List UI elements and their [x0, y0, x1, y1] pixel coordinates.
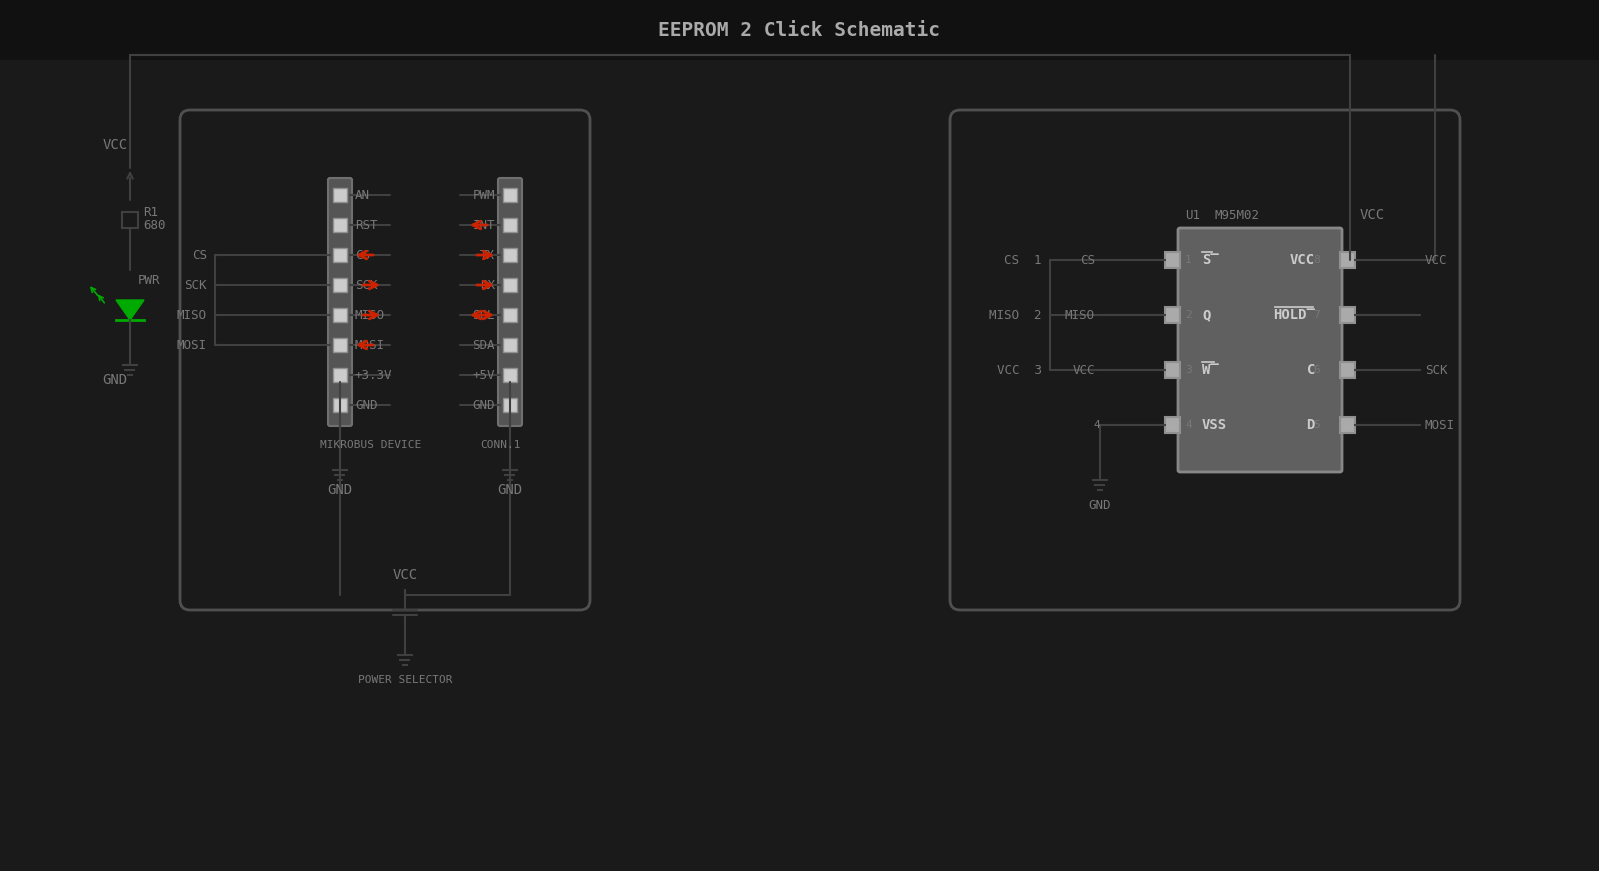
Text: CS: CS: [355, 248, 369, 261]
Text: CS: CS: [192, 248, 206, 261]
Text: U1: U1: [1185, 208, 1199, 221]
FancyBboxPatch shape: [328, 178, 352, 426]
Text: 4: 4: [1185, 420, 1191, 430]
Text: VSS: VSS: [1202, 418, 1226, 432]
Text: MIKROBUS DEVICE: MIKROBUS DEVICE: [320, 440, 421, 450]
Text: MISO: MISO: [355, 308, 385, 321]
Text: VCC: VCC: [1425, 253, 1447, 267]
Text: 6: 6: [1313, 365, 1321, 375]
Text: CS  1: CS 1: [1004, 253, 1043, 267]
Text: HOLD̅: HOLD̅: [1273, 308, 1314, 322]
Bar: [333, 248, 347, 262]
Text: SCK: SCK: [184, 279, 206, 292]
Bar: [504, 308, 516, 322]
Text: S̅: S̅: [1202, 253, 1218, 267]
Text: VCC: VCC: [1073, 363, 1095, 376]
Text: GND: GND: [102, 373, 128, 387]
Text: INT: INT: [472, 219, 496, 232]
Text: Q: Q: [1202, 308, 1210, 322]
Bar: [333, 188, 347, 202]
Text: RX: RX: [480, 279, 496, 292]
Text: SCL: SCL: [472, 308, 496, 321]
Text: M95M02: M95M02: [1215, 208, 1260, 221]
Bar: [504, 368, 516, 382]
Text: GND: GND: [1089, 498, 1111, 511]
Text: PWM: PWM: [472, 188, 496, 201]
Text: VCC: VCC: [102, 138, 128, 152]
FancyBboxPatch shape: [1178, 228, 1342, 472]
Text: R1: R1: [142, 206, 158, 219]
Text: GND: GND: [355, 399, 377, 411]
Text: MOSI: MOSI: [1425, 418, 1455, 431]
Text: GND: GND: [497, 483, 523, 497]
Text: RST: RST: [355, 219, 377, 232]
Polygon shape: [117, 300, 144, 320]
Text: MISO  2: MISO 2: [990, 308, 1043, 321]
Text: 7: 7: [1313, 310, 1321, 320]
Bar: [504, 188, 516, 202]
Bar: [122, 212, 138, 228]
Bar: [1166, 417, 1180, 433]
Bar: [333, 278, 347, 292]
Bar: [333, 308, 347, 322]
Text: +5V: +5V: [472, 368, 496, 381]
Text: VCC: VCC: [1290, 253, 1314, 267]
Text: VCC: VCC: [1361, 208, 1385, 222]
Bar: [1340, 307, 1354, 323]
Text: MISO: MISO: [1065, 308, 1095, 321]
Bar: [333, 338, 347, 352]
Text: D: D: [1306, 418, 1314, 432]
Bar: [0, 0, 1599, 60]
Text: 4: 4: [1094, 420, 1100, 430]
Bar: [333, 368, 347, 382]
Text: MOSI: MOSI: [177, 339, 206, 352]
Bar: [333, 218, 347, 232]
Text: POWER SELECTOR: POWER SELECTOR: [358, 675, 453, 685]
Text: 8: 8: [1313, 255, 1321, 265]
Bar: [1166, 252, 1180, 268]
Text: SCK: SCK: [355, 279, 377, 292]
Text: AN: AN: [355, 188, 369, 201]
Bar: [504, 398, 516, 412]
Text: SCK: SCK: [1425, 363, 1447, 376]
Text: SDA: SDA: [472, 339, 496, 352]
Bar: [504, 218, 516, 232]
Text: CONN.1: CONN.1: [480, 440, 521, 450]
Text: GND: GND: [472, 399, 496, 411]
Text: CS: CS: [1079, 253, 1095, 267]
FancyBboxPatch shape: [497, 178, 521, 426]
Bar: [1340, 417, 1354, 433]
Text: VCC  3: VCC 3: [998, 363, 1043, 376]
Bar: [333, 398, 347, 412]
Text: MISO: MISO: [177, 308, 206, 321]
Text: GND: GND: [328, 483, 352, 497]
Text: MOSI: MOSI: [355, 339, 385, 352]
Bar: [1166, 307, 1180, 323]
Bar: [1340, 362, 1354, 378]
Text: 3: 3: [1185, 365, 1191, 375]
Text: 680: 680: [142, 219, 166, 232]
Text: 5: 5: [1313, 420, 1321, 430]
Text: C: C: [1306, 363, 1314, 377]
Text: +3.3V: +3.3V: [355, 368, 392, 381]
Bar: [504, 338, 516, 352]
Text: 1: 1: [1185, 255, 1191, 265]
Text: PWR: PWR: [138, 273, 160, 287]
Text: EEPROM 2 Click Schematic: EEPROM 2 Click Schematic: [659, 21, 940, 39]
Bar: [504, 248, 516, 262]
Text: VCC: VCC: [392, 568, 417, 582]
Bar: [1166, 362, 1180, 378]
Bar: [504, 278, 516, 292]
Bar: [1340, 252, 1354, 268]
Text: W̅: W̅: [1202, 363, 1218, 377]
Text: TX: TX: [480, 248, 496, 261]
Text: 2: 2: [1185, 310, 1191, 320]
